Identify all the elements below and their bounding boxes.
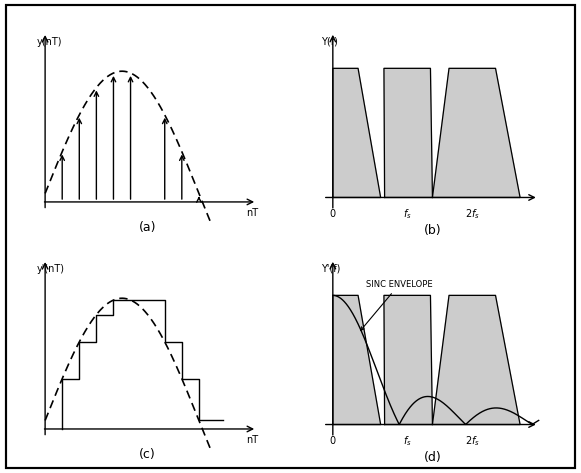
Text: $2f_s$: $2f_s$: [465, 207, 480, 221]
Text: $2f_s$: $2f_s$: [465, 434, 480, 448]
Text: (d): (d): [424, 451, 442, 464]
Text: nT: nT: [246, 208, 258, 218]
Text: 0: 0: [330, 437, 336, 447]
Text: Y'(f): Y'(f): [321, 264, 340, 274]
Text: (b): (b): [424, 224, 441, 237]
Text: $f_s$: $f_s$: [403, 207, 411, 221]
Text: $f_s$: $f_s$: [403, 434, 411, 448]
Text: SINC ENVELOPE: SINC ENVELOPE: [361, 280, 433, 330]
Text: (a): (a): [139, 221, 156, 234]
Polygon shape: [333, 69, 381, 198]
Text: 0: 0: [330, 210, 336, 219]
Polygon shape: [432, 295, 520, 425]
Polygon shape: [432, 69, 520, 198]
Text: (c): (c): [139, 448, 156, 461]
Text: nT: nT: [246, 435, 258, 445]
Text: y(nT): y(nT): [37, 37, 62, 47]
Text: y'(nT): y'(nT): [37, 264, 64, 274]
Polygon shape: [384, 295, 432, 425]
Polygon shape: [333, 295, 381, 425]
Text: Y(f): Y(f): [321, 37, 338, 47]
Polygon shape: [384, 69, 432, 198]
